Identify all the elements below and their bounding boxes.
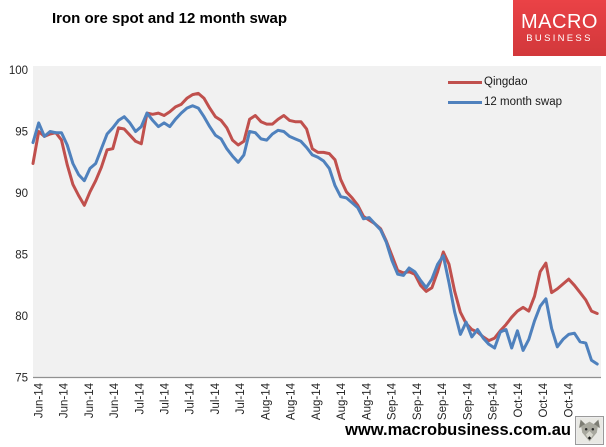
legend-item-12-month-swap: 12 month swap bbox=[448, 96, 562, 108]
legend-swatch-qingdao bbox=[448, 80, 482, 84]
x-tick-label: Jul-14 bbox=[210, 382, 222, 414]
x-tick-label: Jun-14 bbox=[84, 382, 96, 418]
x-tick-label: Aug-14 bbox=[311, 382, 323, 420]
y-tick-label: 75 bbox=[15, 373, 28, 385]
x-tick-label: Jun-14 bbox=[33, 382, 45, 418]
y-tick-label: 95 bbox=[15, 127, 28, 139]
footer: www.macrobusiness.com.au bbox=[345, 416, 604, 445]
x-tick-label: Sep-14 bbox=[488, 382, 500, 420]
logo-text-macro: MACRO bbox=[521, 11, 598, 33]
x-tick-label: Jul-14 bbox=[134, 382, 146, 414]
x-tick-label: Jun-14 bbox=[109, 382, 121, 418]
x-tick-label: Sep-14 bbox=[437, 382, 449, 420]
x-tick-label: Oct-14 bbox=[513, 382, 525, 417]
legend-item-qingdao: Qingdao bbox=[448, 76, 562, 88]
chart-legend: Qingdao 12 month swap bbox=[448, 76, 562, 116]
x-tick-label: Oct-14 bbox=[563, 382, 575, 417]
x-tick-label: Jul-14 bbox=[235, 382, 247, 414]
legend-label-12-month-swap: 12 month swap bbox=[484, 96, 562, 108]
y-tick-label: 90 bbox=[15, 188, 28, 200]
series-12-month-swap-line bbox=[31, 104, 599, 366]
x-tick-label: Sep-14 bbox=[462, 382, 474, 420]
x-tick-label: Aug-14 bbox=[336, 382, 348, 420]
x-tick-label: Aug-14 bbox=[361, 382, 373, 420]
series-qingdao-line bbox=[31, 91, 599, 343]
y-axis-labels: 75 80 85 90 95 100 bbox=[9, 65, 28, 385]
legend-swatch-12-month-swap bbox=[448, 100, 482, 104]
macrobusiness-logo: MACRO BUSINESS bbox=[513, 0, 606, 56]
x-tick-label: Jul-14 bbox=[160, 382, 172, 414]
x-tick-label: Sep-14 bbox=[412, 382, 424, 420]
legend-label-qingdao: Qingdao bbox=[484, 76, 528, 88]
page-title: Iron ore spot and 12 month swap bbox=[52, 10, 288, 27]
site-url: www.macrobusiness.com.au bbox=[345, 421, 571, 439]
y-tick-label: 80 bbox=[15, 311, 28, 323]
x-tick-label: Jul-14 bbox=[185, 382, 197, 414]
x-tick-label: Aug-14 bbox=[260, 382, 272, 420]
y-tick-label: 100 bbox=[9, 65, 28, 77]
x-tick-label: Aug-14 bbox=[286, 382, 298, 420]
y-tick-label: 85 bbox=[15, 250, 28, 262]
wolf-icon bbox=[575, 416, 604, 445]
x-tick-label: Oct-14 bbox=[538, 382, 550, 417]
x-axis-labels: Jun-14 Jun-14 Jun-14 Jun-14 Jul-14 Jul-14 Jul-… bbox=[33, 382, 575, 420]
logo-text-business: BUSINESS bbox=[526, 33, 593, 44]
x-tick-label: Sep-14 bbox=[387, 382, 399, 420]
x-tick-label: Jun-14 bbox=[59, 382, 71, 418]
